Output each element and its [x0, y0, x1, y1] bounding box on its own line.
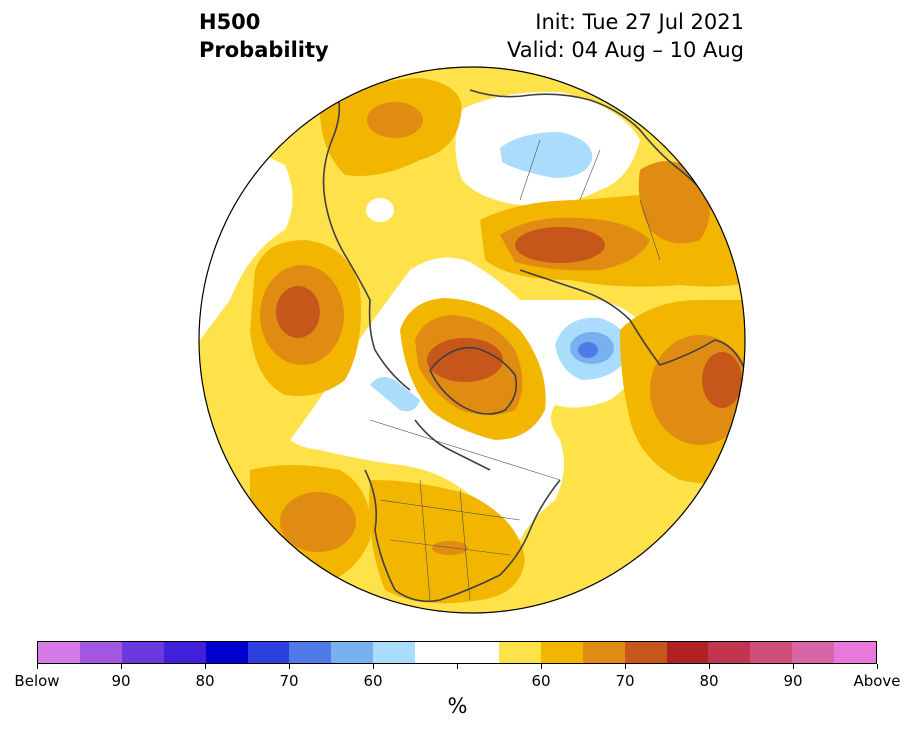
borders-us-states — [379, 479, 521, 601]
colorbar-swatch — [247, 642, 290, 663]
colorbar-tick-labels: Below 90 80 70 60 60 70 80 90 Above — [0, 672, 915, 692]
field-above-70-conus — [432, 541, 468, 555]
coastline-north-america-west — [322, 84, 411, 391]
colorbar-swatch — [792, 642, 835, 663]
field-above-75-greenland — [427, 338, 503, 382]
colorbar-swatch — [38, 642, 80, 663]
field-above-75-eurasia — [515, 227, 605, 263]
colorbar-tick-mark — [709, 664, 710, 669]
coastline-hudson-bay — [414, 419, 491, 471]
field-above-70-north-pacific — [367, 102, 423, 138]
coastline-greenland — [429, 346, 518, 415]
date-info: Init: Tue 27 Jul 2021 Valid: 04 Aug – 10… — [507, 8, 744, 64]
colorbar-unit-label: % — [447, 694, 468, 718]
colorbar — [37, 641, 877, 664]
colorbar-swatch — [666, 642, 709, 663]
map-title-variable: H500 — [199, 10, 261, 34]
colorbar-tick-label: Above — [853, 672, 901, 690]
colorbar-swatch — [289, 642, 332, 663]
map-title-metric: Probability — [199, 38, 329, 62]
coastline-eurasia-north — [469, 89, 721, 216]
colorbar-tick-mark — [457, 664, 458, 669]
colorbar-swatch — [205, 642, 248, 663]
probability-field — [199, 67, 745, 613]
colorbar-tick-mark — [289, 664, 290, 669]
colorbar-tick-label: 60 — [531, 672, 551, 690]
colorbar-swatch — [540, 642, 583, 663]
valid-date-range: Valid: 04 Aug – 10 Aug — [506, 38, 744, 62]
field-below-dark — [578, 342, 598, 358]
colorbar-tick-label: 90 — [111, 672, 131, 690]
colorbar-swatch — [498, 642, 541, 663]
field-below-north — [500, 132, 593, 178]
init-date: Init: Tue 27 Jul 2021 — [535, 10, 744, 34]
colorbar-swatch — [121, 642, 164, 663]
borders-eurasia — [519, 139, 661, 261]
colorbar-tick-label: 70 — [279, 672, 299, 690]
colorbar-tick-label: 70 — [615, 672, 635, 690]
colorbar-swatch — [834, 642, 877, 663]
colorbar-swatch — [582, 642, 625, 663]
colorbar-swatch — [373, 642, 416, 663]
colorbar-tick-mark — [373, 664, 374, 669]
colorbar-swatch — [708, 642, 751, 663]
polar-probability-map — [198, 66, 746, 614]
colorbar-tick-label: 60 — [363, 672, 383, 690]
coastlines — [322, 84, 745, 603]
field-above-75-asia — [702, 352, 742, 408]
colorbar-tick-label: 80 — [195, 672, 215, 690]
map-title: H500 Probability — [199, 8, 329, 64]
colorbar-tick-mark — [541, 664, 542, 669]
colorbar-tick-mark — [793, 664, 794, 669]
colorbar-tick-label: Below — [14, 672, 60, 690]
colorbar-tick-mark — [205, 664, 206, 669]
colorbar-swatch — [750, 642, 793, 663]
colorbar-swatch — [331, 642, 374, 663]
coastline-europe — [519, 269, 745, 371]
colorbar-tick-mark — [37, 664, 38, 669]
colorbar-tick-mark — [121, 664, 122, 669]
colorbar-tick-mark — [625, 664, 626, 669]
colorbar-swatch — [163, 642, 206, 663]
field-above-70-southwest — [280, 492, 356, 552]
field-above-75-pacific — [276, 286, 320, 338]
colorbar-swatch — [415, 642, 499, 663]
border-canada-us — [369, 419, 561, 481]
field-below-arctic-strip — [370, 376, 420, 412]
colorbar-tick-label: 90 — [783, 672, 803, 690]
political-borders — [369, 139, 661, 601]
field-neutral-spot — [366, 198, 394, 222]
colorbar-tick-label: 80 — [699, 672, 719, 690]
colorbar-swatch — [79, 642, 122, 663]
map-boundary — [198, 66, 746, 614]
colorbar-tick-mark — [877, 664, 878, 669]
coastline-north-america-east — [364, 469, 561, 603]
colorbar-swatch — [624, 642, 667, 663]
